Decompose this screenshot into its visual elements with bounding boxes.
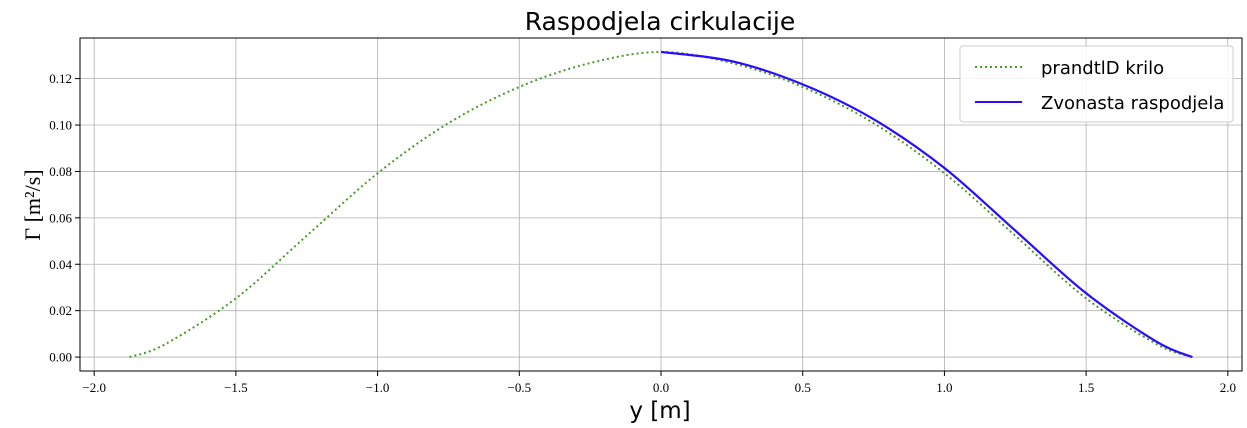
plot-lines xyxy=(129,50,1193,359)
x-tick-label: 1.5 xyxy=(1078,380,1094,395)
x-tick-label: 0.0 xyxy=(653,380,669,395)
y-tick-label: 0.10 xyxy=(49,118,72,133)
y-tick-label: 0.00 xyxy=(49,350,72,365)
grid xyxy=(80,38,1242,371)
x-tick-label: −1.0 xyxy=(366,380,390,395)
legend: prandtlD krilo Zvonasta raspodjela xyxy=(959,45,1234,123)
x-axis-ticks: −2.0 −1.5 −1.0 −0.5 0.0 0.5 1.0 1.5 2.0 xyxy=(82,371,1236,395)
chart-title: Raspodjela cirkulacije xyxy=(525,7,796,36)
legend-label-prandtl: prandtlD krilo xyxy=(1041,58,1164,79)
legend-label-bell: Zvonasta raspodjela xyxy=(1041,93,1224,114)
series-line-1 xyxy=(660,50,1193,359)
y-tick-label: 0.06 xyxy=(49,210,72,225)
y-tick-label: 0.04 xyxy=(49,257,72,272)
y-axis-label: Γ [m²/s] xyxy=(20,169,45,240)
x-axis-label: y [m] xyxy=(629,398,690,424)
y-tick-label: 0.12 xyxy=(49,71,72,86)
x-tick-label: 2.0 xyxy=(1220,380,1236,395)
x-tick-label: −1.5 xyxy=(224,380,248,395)
y-tick-label: 0.02 xyxy=(49,303,72,318)
x-tick-label: 0.5 xyxy=(795,380,811,395)
y-tick-label: 0.08 xyxy=(49,164,72,179)
series-line-0 xyxy=(129,50,1193,359)
x-tick-label: −2.0 xyxy=(82,380,106,395)
legend-box xyxy=(959,45,1234,123)
x-tick-label: −0.5 xyxy=(507,380,531,395)
x-tick-label: 1.0 xyxy=(936,380,952,395)
y-axis-ticks: 0.00 0.02 0.04 0.06 0.08 0.10 0.12 xyxy=(49,71,80,365)
